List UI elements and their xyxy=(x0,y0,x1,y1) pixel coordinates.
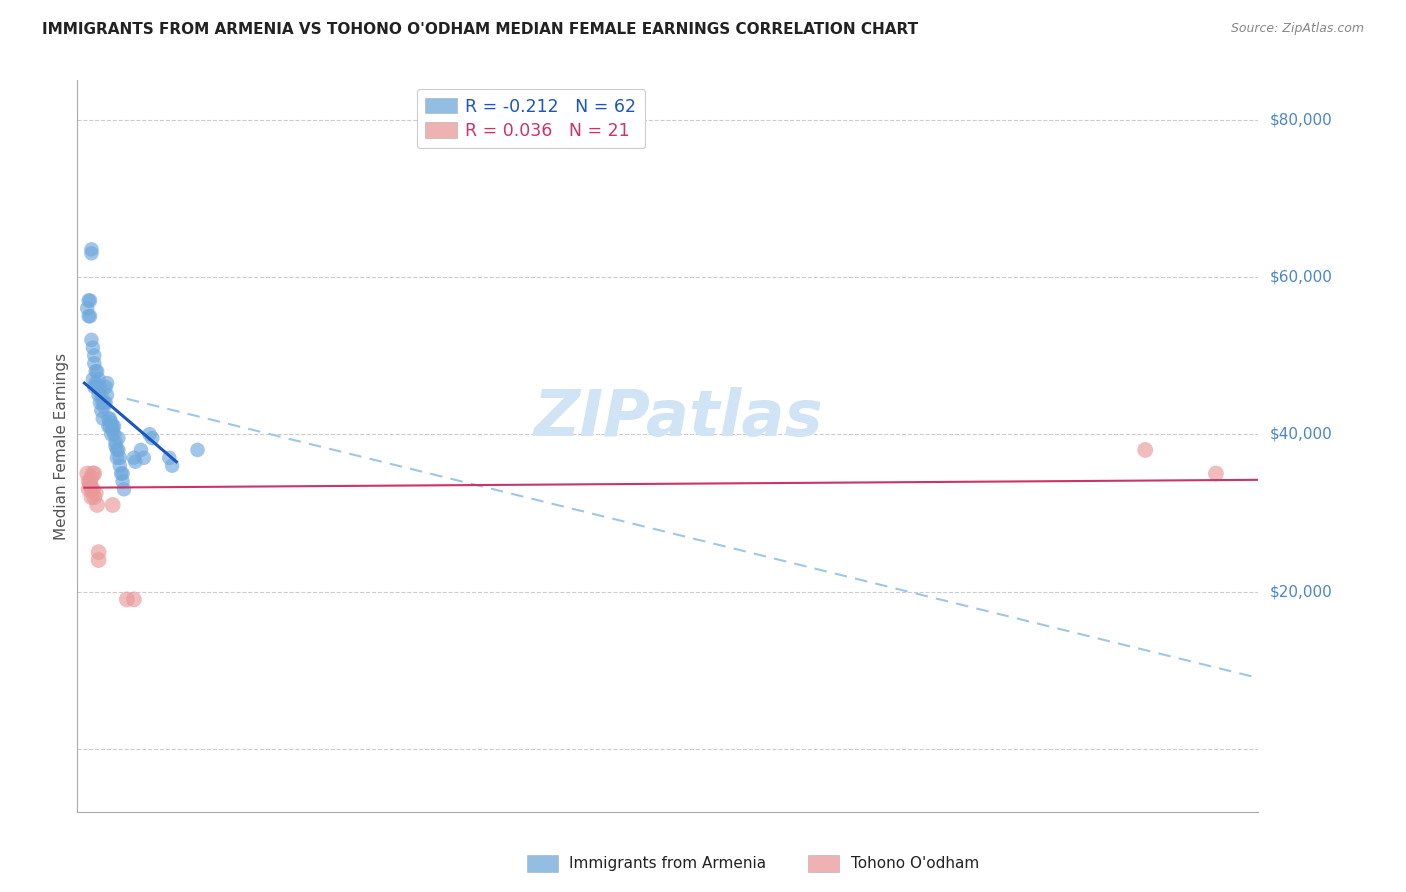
Point xyxy=(107,442,129,457)
Point xyxy=(98,411,121,425)
Text: $20,000: $20,000 xyxy=(1270,584,1333,599)
Point xyxy=(90,403,112,417)
Point xyxy=(124,455,146,469)
Point xyxy=(77,310,100,324)
Point xyxy=(80,470,103,484)
Point xyxy=(83,356,105,370)
Point xyxy=(122,592,145,607)
Point xyxy=(103,427,125,442)
Point xyxy=(87,388,110,402)
Point xyxy=(76,467,98,481)
Text: Tohono O'odham: Tohono O'odham xyxy=(851,856,979,871)
Point xyxy=(104,435,127,450)
Point xyxy=(103,419,125,434)
Point xyxy=(115,592,138,607)
Point xyxy=(80,243,103,257)
Text: Immigrants from Armenia: Immigrants from Armenia xyxy=(569,856,766,871)
Point xyxy=(79,310,101,324)
Point xyxy=(96,388,118,402)
Point xyxy=(83,380,105,394)
Point xyxy=(105,442,128,457)
Y-axis label: Median Female Earnings: Median Female Earnings xyxy=(53,352,69,540)
Point xyxy=(89,396,111,410)
Point xyxy=(97,419,120,434)
Point xyxy=(77,475,100,489)
Text: Source: ZipAtlas.com: Source: ZipAtlas.com xyxy=(1230,22,1364,36)
Point xyxy=(122,450,145,465)
Point xyxy=(96,376,118,390)
Point xyxy=(83,349,105,363)
Point xyxy=(87,372,110,386)
Point xyxy=(138,427,160,442)
Point xyxy=(80,246,103,260)
Point xyxy=(77,293,100,308)
Point xyxy=(89,380,111,394)
Point xyxy=(97,411,120,425)
Point xyxy=(79,478,101,492)
Point xyxy=(80,490,103,504)
Point xyxy=(90,388,112,402)
Point xyxy=(93,400,115,414)
Point xyxy=(105,450,128,465)
Point xyxy=(111,467,134,481)
Point xyxy=(129,442,152,457)
Point xyxy=(84,364,107,378)
Point xyxy=(101,419,124,434)
Legend: R = -0.212   N = 62, R = 0.036   N = 21: R = -0.212 N = 62, R = 0.036 N = 21 xyxy=(416,89,645,148)
Point xyxy=(91,411,114,425)
Text: $80,000: $80,000 xyxy=(1270,112,1333,127)
Point xyxy=(79,293,101,308)
Point xyxy=(101,498,124,512)
Point xyxy=(1135,442,1157,457)
Point xyxy=(83,467,105,481)
Point xyxy=(94,380,117,394)
Point xyxy=(141,431,163,445)
Point xyxy=(94,396,117,410)
Text: IMMIGRANTS FROM ARMENIA VS TOHONO O'ODHAM MEDIAN FEMALE EARNINGS CORRELATION CHA: IMMIGRANTS FROM ARMENIA VS TOHONO O'ODHA… xyxy=(42,22,918,37)
Point xyxy=(91,396,114,410)
Point xyxy=(86,498,108,512)
Point xyxy=(101,423,124,437)
Point xyxy=(86,364,108,378)
Text: $60,000: $60,000 xyxy=(1270,269,1333,285)
Point xyxy=(84,486,107,500)
Point xyxy=(82,341,104,355)
Point xyxy=(112,482,135,496)
Point xyxy=(87,545,110,559)
Point xyxy=(108,458,131,473)
Point xyxy=(98,419,121,434)
Point xyxy=(132,450,155,465)
Point xyxy=(110,467,132,481)
Point xyxy=(80,482,103,496)
Point xyxy=(187,442,209,457)
Point xyxy=(79,475,101,489)
Point xyxy=(76,301,98,316)
Point xyxy=(77,482,100,496)
Point xyxy=(83,490,105,504)
Point xyxy=(100,416,122,430)
Point xyxy=(82,467,104,481)
Point xyxy=(1205,467,1227,481)
Point xyxy=(111,475,134,489)
Point xyxy=(84,376,107,390)
Point xyxy=(104,439,127,453)
Point xyxy=(107,431,129,445)
Point xyxy=(160,458,183,473)
Point xyxy=(100,427,122,442)
Point xyxy=(86,380,108,394)
Point xyxy=(93,396,115,410)
Point xyxy=(157,450,180,465)
Point xyxy=(108,450,131,465)
Point xyxy=(87,553,110,567)
Text: ZIPatlas: ZIPatlas xyxy=(534,387,823,450)
Point xyxy=(82,372,104,386)
Point xyxy=(82,482,104,496)
Point xyxy=(80,333,103,347)
Text: $40,000: $40,000 xyxy=(1270,426,1333,442)
